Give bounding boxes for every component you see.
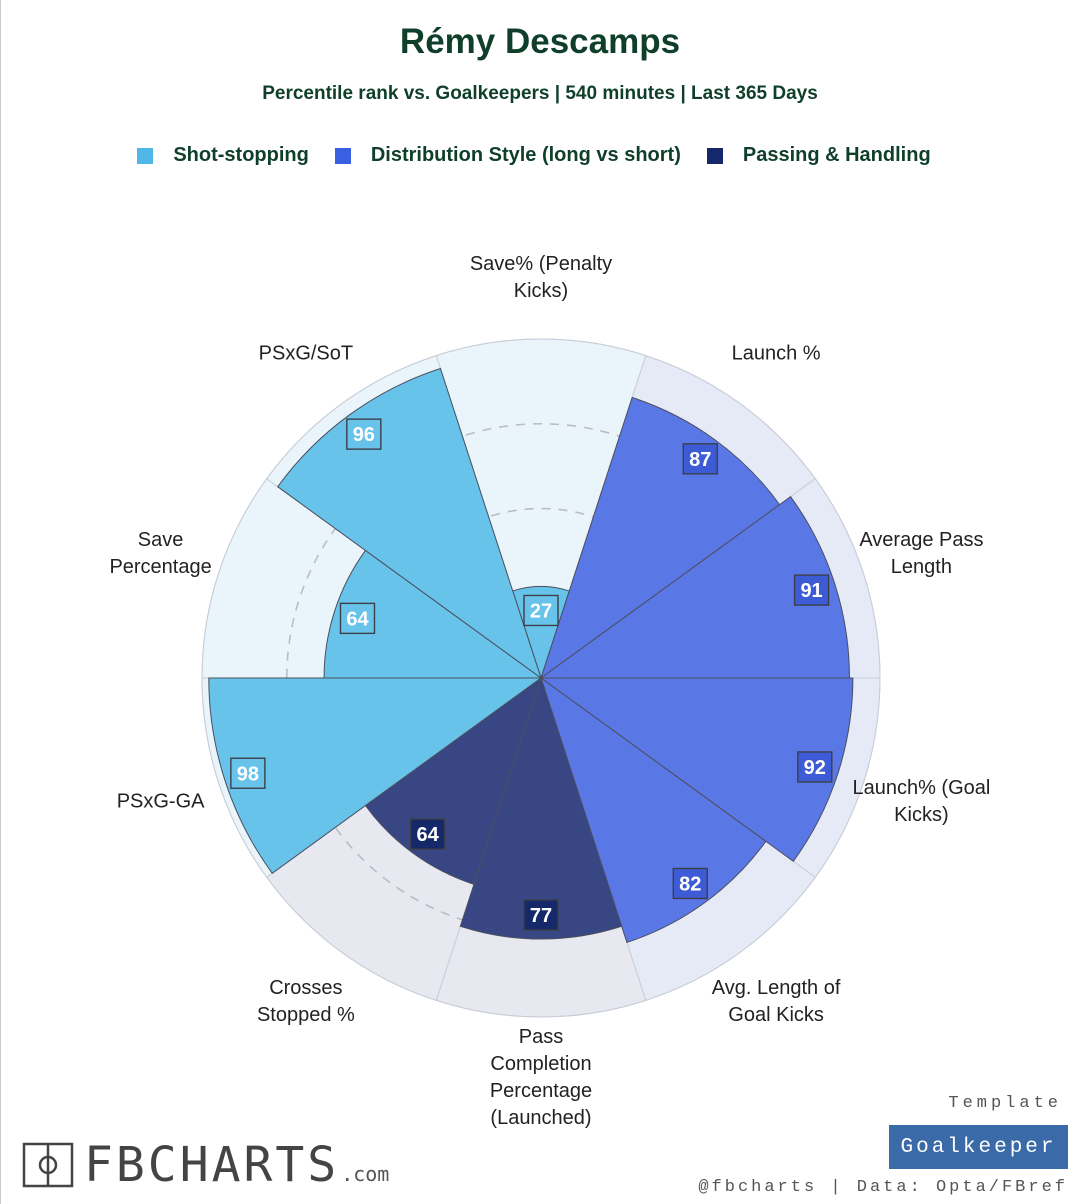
data-credit: @fbcharts | Data: Opta/FBref — [698, 1178, 1068, 1197]
axis-label-line: PSxG-GA — [116, 790, 205, 813]
bar-crosses-stopped — [364, 676, 542, 885]
axis-label: Launch% (Goal Kicks) — [811, 775, 1031, 829]
outer-ring — [201, 338, 881, 1018]
axis-label-line: Kicks) — [894, 803, 949, 826]
axis-label-line: Crosses — [269, 976, 343, 999]
value-label: 96 — [353, 424, 375, 446]
value-label: 92 — [804, 757, 826, 779]
axis-label-line: Percentage — [489, 1080, 593, 1102]
value-label: 91 — [800, 580, 822, 602]
left-border — [0, 0, 1, 1204]
axis-label-line: Save — [137, 529, 184, 552]
logo-suffix: .com — [341, 1162, 390, 1186]
legend-label: Passing & Handling — [742, 144, 931, 166]
axis-label: Avg. Length of Goal Kicks — [666, 975, 886, 1029]
chart-title: Rémy Descamps — [399, 22, 681, 61]
axis-label: PSxG-GA — [51, 788, 271, 815]
bar-avg-length-of-goal-kicks — [540, 676, 767, 944]
bar-psxg-ga — [208, 677, 543, 874]
value-badge — [409, 818, 446, 850]
bar-launch — [540, 396, 781, 680]
axis-label-line: Kicks) — [513, 280, 569, 302]
value-badge — [346, 418, 382, 450]
template-label: Template — [948, 1094, 1062, 1113]
bar-pass-completion-percentage-launched — [459, 676, 623, 940]
legend-label: Shot-stopping — [173, 144, 309, 166]
value-label: 98 — [237, 763, 259, 785]
axis-label-line: Length — [890, 556, 952, 579]
axis-label: Average Pass Length — [811, 527, 1031, 581]
value-badge — [339, 602, 376, 635]
value-label: 77 — [530, 905, 552, 927]
value-badge — [672, 867, 708, 900]
legend-item-shot-stopping: Shot-stopping — [137, 144, 309, 167]
value-badge — [230, 757, 266, 789]
fbcharts-logo: FBCHARTS .com — [22, 1137, 390, 1193]
legend-item-distribution-style: Distribution Style (long vs short) — [334, 144, 681, 167]
value-badge — [523, 899, 559, 931]
value-badge — [797, 751, 833, 783]
axis-label: Crosses Stopped % — [196, 975, 416, 1029]
bar-average-pass-length — [539, 495, 850, 679]
bar-save-percentage — [323, 549, 543, 679]
axis-label-line: (Launched) — [490, 1107, 592, 1129]
axis-label-line: Percentage — [109, 556, 212, 579]
axis-label: Save Percentage — [51, 527, 271, 581]
legend-swatch — [706, 147, 723, 164]
bar-launch-goal-kicks — [539, 677, 854, 863]
value-label: 27 — [530, 600, 552, 622]
axis-label-line: Launch % — [731, 342, 821, 365]
axis-label-line: Average Pass — [859, 529, 984, 552]
template-badge: Goalkeeper — [889, 1125, 1068, 1169]
axis-label-line: Pass — [518, 1026, 564, 1048]
axis-label: PSxG/SoT — [196, 341, 416, 368]
axis-label: Save% (Penalty Kicks) — [431, 251, 651, 305]
value-badge — [523, 594, 559, 627]
value-label: 64 — [346, 608, 369, 630]
value-label: 87 — [689, 449, 711, 471]
axis-label-line: Launch% (Goal — [852, 776, 991, 799]
value-badge — [682, 443, 718, 475]
axis-label-line: Goal Kicks — [728, 1003, 824, 1026]
axis-label: Pass Completion Percentage (Launched) — [431, 1024, 651, 1132]
axis-label-line: PSxG/SoT — [258, 342, 354, 365]
value-label: 64 — [416, 824, 439, 846]
pitch-icon — [22, 1142, 74, 1188]
legend: Shot-stopping Distribution Style (long v… — [0, 144, 1068, 167]
axis-label-line: Avg. Length of — [711, 976, 841, 999]
value-label: 82 — [679, 873, 701, 895]
legend-label: Distribution Style (long vs short) — [370, 144, 681, 166]
legend-item-passing-handling: Passing & Handling — [706, 144, 931, 167]
logo-text: FBCHARTS — [84, 1137, 340, 1193]
bar-psxg-sot — [277, 367, 542, 680]
legend-swatch — [137, 147, 154, 164]
axis-label-line: Stopped % — [256, 1003, 355, 1026]
axis-label-line: Completion — [490, 1053, 592, 1075]
axis-label: Launch % — [666, 341, 886, 368]
value-badge — [793, 574, 830, 606]
legend-swatch — [334, 147, 351, 164]
chart-subtitle: Percentile rank vs. Goalkeepers | 540 mi… — [262, 83, 818, 104]
axis-label-line: Save% (Penalty — [469, 253, 613, 275]
